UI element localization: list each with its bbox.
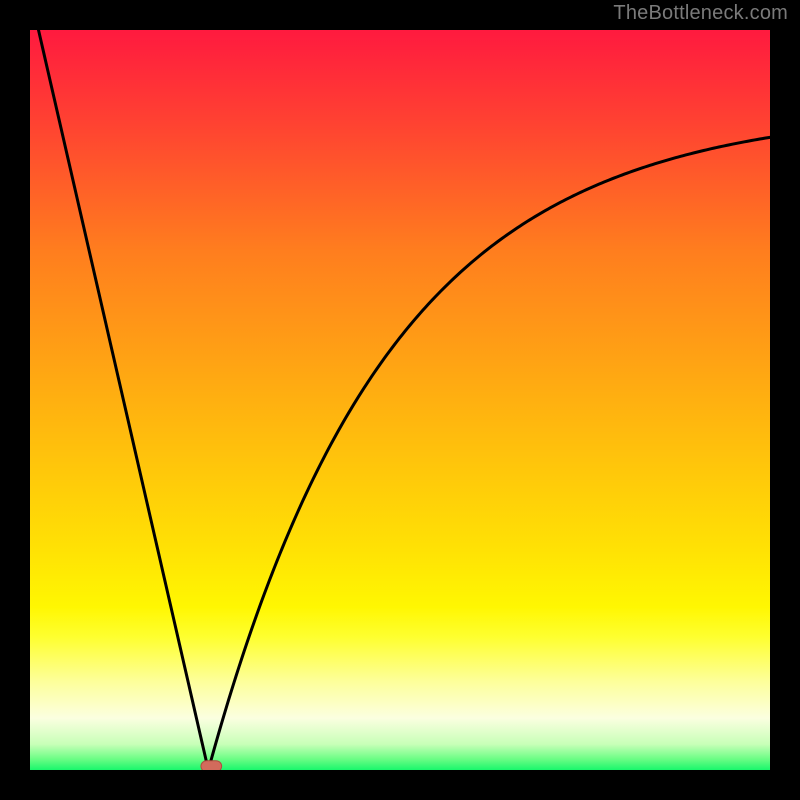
chart-container: TheBottleneck.com	[0, 0, 800, 800]
bottleneck-chart-svg	[0, 0, 800, 800]
watermark-text: TheBottleneck.com	[613, 2, 788, 25]
plot-area	[30, 0, 770, 772]
gradient-background	[30, 30, 770, 770]
